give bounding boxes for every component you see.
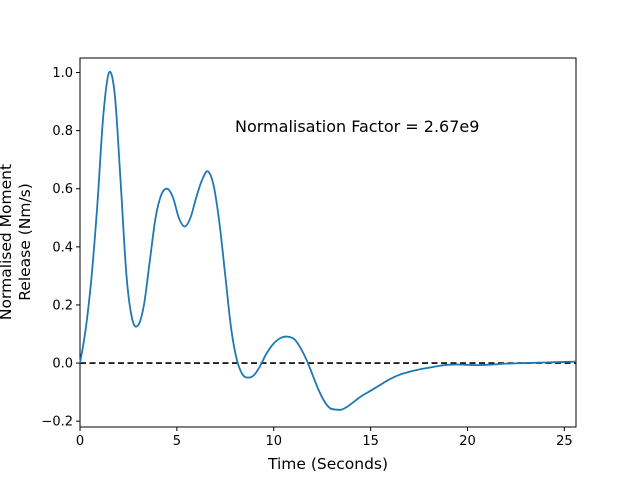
y-ticks: −0.2 0.0 0.2 0.4 0.6 0.8 1.0 xyxy=(41,66,80,430)
y-tick-label: 0.8 xyxy=(52,124,73,139)
y-tick-label: 0.4 xyxy=(52,240,73,255)
annotation-text: Normalisation Factor = 2.67e9 xyxy=(235,117,479,136)
plot-frame xyxy=(79,57,577,428)
y-tick-label: 0.6 xyxy=(52,182,73,197)
x-tick-label: 25 xyxy=(556,434,573,449)
x-tick-label: 5 xyxy=(173,434,181,449)
series-group xyxy=(79,70,577,411)
x-tick-label: 15 xyxy=(362,434,379,449)
x-tick-label: 20 xyxy=(459,434,476,449)
axes xyxy=(79,57,577,428)
x-ticks: 0 5 10 15 20 25 xyxy=(76,427,573,449)
y-tick-label: 0.0 xyxy=(52,357,73,372)
y-tick-label: −0.2 xyxy=(41,415,73,430)
y-tick-label: 0.2 xyxy=(52,298,73,313)
y-tick-label: 1.0 xyxy=(52,66,73,81)
y-axis-label-line2: Release (Nm/s) xyxy=(16,183,34,301)
x-tick-label: 10 xyxy=(265,434,282,449)
x-tick-label: 0 xyxy=(76,434,84,449)
x-axis-label: Time (Seconds) xyxy=(267,455,388,473)
y-axis-label-line1: Normalised Moment xyxy=(0,164,15,320)
series-line xyxy=(79,70,577,411)
